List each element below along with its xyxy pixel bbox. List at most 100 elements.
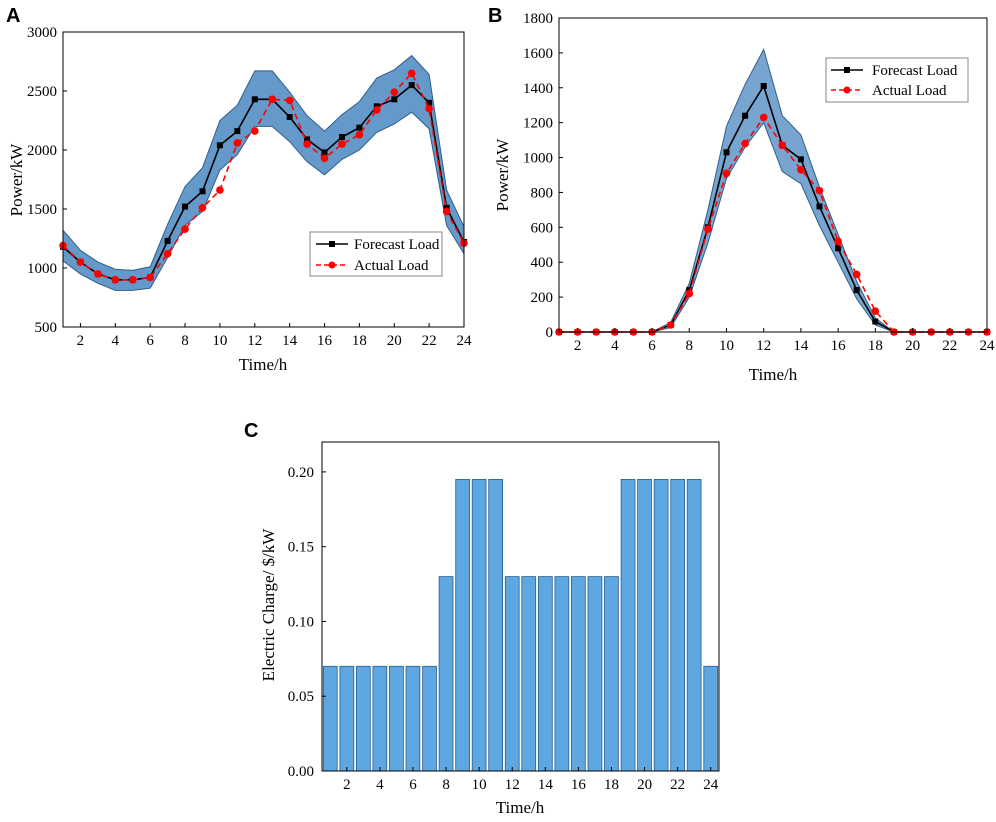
panel-b-xtick-label: 10: [719, 338, 734, 354]
panel-b-xtick-label: 8: [686, 338, 694, 354]
panel-a-label: A: [6, 5, 20, 27]
panel-a-actual-load-point: [251, 127, 259, 135]
panel-a-actual-load-point: [303, 140, 311, 148]
panel-b-ytick-label: 0: [546, 325, 554, 341]
panel-c-ylabel: Electric Charge/ $/kW: [259, 528, 278, 682]
panel-a-actual-load-point: [268, 95, 277, 104]
panel-c-bar: [438, 576, 454, 772]
panel-b-label: B: [488, 5, 502, 27]
panel-b-forecast-load-point: [816, 203, 823, 210]
panel-c-bar: [322, 665, 338, 772]
panel-b: B 2 4 6 8 10 12 14 16 18 20 22 24 02004006008001000…: [488, 5, 995, 384]
panel-a-forecast-load-point: [216, 142, 223, 149]
panel-a-actual-load-point: [407, 69, 416, 78]
panel-a-xlabel: Time/h: [239, 355, 288, 374]
panel-c-xtick-label: 22: [670, 777, 685, 793]
panel-b-xtick-label: 24: [980, 338, 996, 354]
panel-a-xtick-label: 20: [387, 333, 402, 349]
panel-a-xtick-label: 2: [77, 333, 85, 349]
panel-c-ytick-label: 0.15: [288, 540, 314, 556]
panel-b-xticks: 2 4 6 8 10 12 14 16 18 20 22 24: [574, 328, 995, 354]
panel-b-band: [559, 48, 987, 333]
panel-c-xtick-label: 2: [343, 777, 351, 793]
panel-c-bar: [538, 576, 553, 772]
panel-a-actual-load-point: [146, 273, 154, 282]
panel-a-forecast-load-point: [339, 134, 345, 140]
panel-c-xtick-label: 24: [703, 777, 719, 793]
panel-a-xtick-label: 12: [247, 333, 262, 349]
panel-b-actual-load-point: [685, 289, 694, 298]
panel-c-bar: [389, 665, 404, 772]
panel-a-legend: Forecast Load Actual Load: [309, 231, 443, 277]
panel-c-bar: [455, 478, 471, 772]
panel-c-bar: [521, 576, 537, 772]
panel-b-ytick-label: 1800: [523, 11, 553, 27]
panel-a-actual-load-point: [181, 225, 189, 233]
panel-b-xtick-label: 4: [611, 338, 619, 354]
panel-a-actual-load-point: [198, 204, 207, 212]
panel-a-forecast-load-point: [391, 96, 398, 103]
panel-b-yticks: 0 200 400 600 800 1000 1200 1400 1600 1800: [523, 11, 563, 341]
panel-a-forecast-load-point: [408, 82, 415, 89]
panel-c-bar: [355, 665, 371, 772]
panel-a-forecast-load-point: [304, 136, 311, 143]
panel-b-ytick-label: 1000: [523, 151, 553, 167]
panel-c-bar: [488, 478, 504, 772]
panel-b-xlabel: Time/h: [749, 365, 798, 384]
panel-b-ylabel: Power/kW: [493, 138, 512, 212]
panel-c-bar: [653, 478, 669, 772]
panel-a-forecast-load-point: [356, 124, 363, 131]
panel-b-actual-load-line: [559, 115, 987, 333]
panel-a-actual-load-point: [128, 276, 137, 284]
panel-b-uncertainty-band: [559, 48, 987, 333]
panel-b-forecast-load-point: [723, 149, 730, 156]
panel-b-xtick-label: 20: [905, 338, 920, 354]
panel-c-bar: [471, 478, 487, 772]
panel-c-bar: [571, 576, 586, 772]
panel-c-ytick-label: 0.20: [288, 465, 314, 481]
panel-a-actual-load-point: [76, 258, 85, 266]
panel-c-bar: [703, 665, 719, 772]
panel-c-bar: [339, 665, 355, 772]
panel-a-actual-load-point: [216, 186, 224, 194]
panel-c-bar: [637, 478, 652, 772]
panel-b-ytick-label: 600: [531, 220, 554, 236]
panel-b-actual-load-point: [815, 186, 824, 195]
panel-a-actual-load-point: [111, 276, 120, 284]
panel-a-actual-load-point: [233, 139, 242, 147]
panel-c-bar: [405, 665, 421, 772]
panel-c-xtick-label: 18: [604, 777, 619, 793]
panel-b-forecast-load-point: [853, 287, 860, 294]
panel-a-actual-load-point: [442, 207, 451, 216]
panel-a-actual-load-point: [390, 88, 399, 96]
panel-a-xtick-label: 18: [352, 333, 367, 349]
panel-c-yticks: 0.00 0.05 0.10 0.15 0.20: [288, 465, 326, 780]
panel-a-xtick-label: 16: [317, 333, 333, 349]
panel-b-forecast-load-point: [760, 83, 767, 89]
panel-a-actual-load-point: [425, 104, 433, 113]
panel-b-forecast-load-point: [835, 245, 842, 252]
panel-c-xtick-label: 4: [376, 777, 384, 793]
panel-a-legend-forecast: Forecast Load: [354, 237, 440, 253]
panel-b-legend-actual: Actual Load: [872, 83, 947, 99]
panel-a-ytick-label: 1500: [27, 202, 57, 218]
panel-a-xticks: 2 4 6 8 10 12 14 16 18 20 22 24: [77, 323, 472, 349]
panel-c-xtick-label: 20: [637, 777, 652, 793]
panel-c-xtick-label: 6: [409, 777, 417, 793]
panel-a-legend-actual-marker: [328, 261, 336, 269]
panel-a-actual-load-point: [94, 270, 102, 278]
panel-a-forecast-load-point: [426, 99, 433, 106]
panel-c: C 2 4 6 8 10 12 14 16 18 20 22 24 0.000.050.100.150…: [244, 420, 720, 817]
panel-a-actual-load-point: [320, 154, 329, 163]
panel-a-xtick-label: 6: [146, 333, 154, 349]
panel-b-ytick-label: 1400: [523, 81, 553, 97]
panel-b-actual-load-point: [871, 307, 880, 315]
panel-b-actual-load-point: [797, 166, 805, 174]
panel-c-bar: [422, 665, 437, 772]
panel-c-bar: [604, 576, 619, 772]
panel-c-bar: [372, 665, 388, 772]
panel-c-xtick-label: 14: [538, 777, 554, 793]
panel-a-xtick-label: 22: [422, 333, 437, 349]
panel-a-ytick-label: 2500: [27, 84, 57, 100]
panel-b-actual-load-point: [778, 141, 787, 150]
